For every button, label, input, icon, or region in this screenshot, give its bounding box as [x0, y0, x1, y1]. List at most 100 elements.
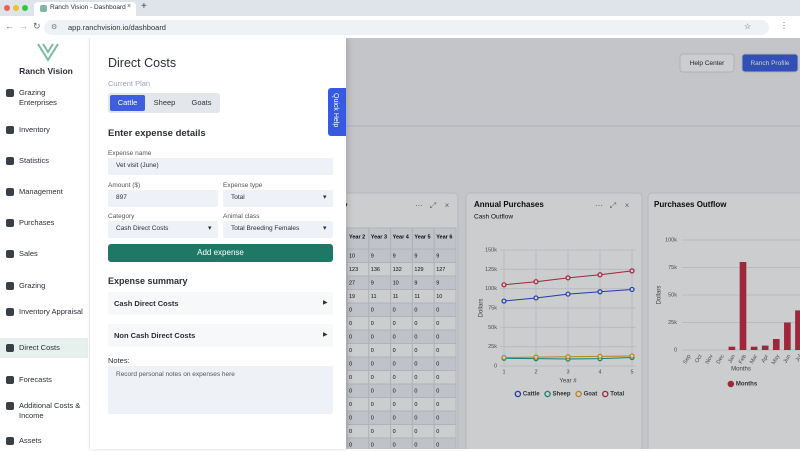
legend-item[interactable]: Total: [601, 390, 625, 398]
cell-value: 0: [371, 361, 374, 367]
nav-item[interactable]: Statistics: [0, 151, 88, 171]
data-point: [565, 354, 571, 360]
text-input[interactable]: Vet visit (June): [108, 158, 333, 175]
bar: [750, 346, 758, 350]
card-action[interactable]: ⋯: [415, 201, 423, 210]
card-action[interactable]: ⋯: [595, 201, 603, 210]
card-action[interactable]: ⤢: [429, 201, 436, 210]
nav-item[interactable]: Sales: [0, 244, 88, 264]
plan-option[interactable]: Sheep: [153, 98, 176, 107]
data-point: [629, 268, 635, 274]
cell-value: 9: [371, 253, 374, 259]
cell-value: 0: [393, 321, 396, 327]
nav-item[interactable]: Inventory: [0, 120, 88, 140]
legend-item[interactable]: Sheep: [544, 390, 571, 398]
cell-value: 19: [349, 294, 355, 300]
data-point: [597, 353, 603, 359]
nav-icon: [6, 157, 14, 165]
card-action[interactable]: ×: [625, 201, 630, 210]
bookmark-star[interactable]: ☆: [744, 22, 752, 31]
cell-value: 0: [414, 375, 417, 381]
bar: [784, 322, 791, 350]
card: [465, 192, 643, 449]
data-point: [501, 298, 507, 304]
new-tab[interactable]: +: [141, 1, 147, 12]
nav-item[interactable]: Additional Costs & Income: [0, 396, 88, 426]
legend-swatch: [575, 390, 582, 398]
legend-item[interactable]: Cattle: [514, 390, 540, 398]
drawer-title: Direct Costs: [108, 56, 177, 70]
legend-swatch: [544, 390, 551, 398]
card-action[interactable]: ×: [445, 201, 450, 210]
nav-item[interactable]: Management: [0, 182, 88, 202]
nav-icon: [6, 250, 14, 258]
select-chevron: ▾: [323, 225, 327, 232]
nav-item[interactable]: Grazing: [0, 276, 88, 296]
header-button[interactable]: [741, 53, 799, 73]
cell-value: 0: [436, 442, 439, 448]
legend-item[interactable]: Goat: [575, 390, 597, 398]
nav-label: Statistics: [19, 156, 50, 165]
tab-close[interactable]: ×: [127, 3, 132, 10]
data-point: [501, 282, 507, 288]
nav-item[interactable]: Forecasts: [0, 370, 88, 390]
nav-label: Forecasts: [19, 375, 52, 384]
header-button-label: Help Center: [690, 60, 726, 67]
notes-textarea[interactable]: Record personal notes on expenses here: [108, 366, 333, 414]
y-tick-label: 25k: [668, 320, 677, 326]
bar: [761, 345, 769, 350]
legend-item[interactable]: Months: [727, 380, 758, 388]
cell-value: 0: [393, 402, 396, 408]
y-tick-label: 50k: [488, 325, 497, 331]
y-tick-label: 125k: [485, 267, 497, 273]
data-point: [533, 354, 539, 360]
add-expense-button[interactable]: Add expense: [108, 244, 333, 262]
section-title: Enter expense details: [108, 128, 206, 139]
nav-icon: [6, 344, 14, 352]
tab[interactable]: Ranch Vision - Dashboard ×: [34, 2, 136, 16]
close-dot[interactable]: [4, 5, 10, 11]
plan-option[interactable]: Cattle: [110, 95, 145, 111]
reload-button[interactable]: ↻: [33, 21, 41, 31]
cell-value: 0: [436, 402, 439, 408]
nav-label: Management: [19, 187, 63, 196]
legend-label: Total: [610, 392, 624, 398]
select-input[interactable]: Total Breeding Females ▾: [223, 221, 333, 238]
header-button[interactable]: [679, 53, 735, 73]
plan-option[interactable]: Goats: [191, 98, 212, 107]
summary-accordion[interactable]: Cash Direct Costs ▶: [108, 292, 333, 315]
nav-item[interactable]: Assets: [0, 431, 88, 451]
x-tick-label: Mar: [749, 354, 759, 365]
y-tick-label: 0: [494, 363, 497, 369]
nav-item[interactable]: Purchases: [0, 213, 88, 233]
select-input[interactable]: Total ▾: [223, 190, 333, 207]
maximize-dot[interactable]: [22, 5, 28, 11]
menu-button[interactable]: ⋮: [780, 21, 788, 30]
cell-value: 0: [436, 361, 439, 367]
nav-item[interactable]: Direct Costs: [0, 338, 88, 358]
column-header: Year 6: [436, 234, 452, 240]
select-chevron: ▾: [208, 225, 212, 232]
minimize-dot[interactable]: [13, 5, 19, 11]
forward-button[interactable]: →: [19, 21, 28, 31]
cell-value: 0: [349, 375, 352, 381]
quick-help-tab[interactable]: Quick Help: [328, 88, 346, 136]
cell-value: 0: [371, 415, 374, 421]
nav-label: Direct Costs: [19, 343, 60, 352]
nav-item[interactable]: Inventory Appraisal: [0, 302, 88, 332]
accordion-label: Non Cash Direct Costs: [114, 331, 196, 340]
back-button[interactable]: ←: [5, 21, 14, 31]
cell-value: 0: [414, 402, 417, 408]
nav-item[interactable]: Grazing Enterprises: [0, 83, 88, 113]
summary-accordion[interactable]: Non Cash Direct Costs ▶: [108, 324, 333, 347]
cell-value: 0: [393, 307, 396, 313]
text-input[interactable]: 897: [108, 190, 218, 207]
x-tick-label: 3: [566, 369, 569, 375]
data-point: [629, 286, 635, 293]
card-action[interactable]: ⤢: [609, 201, 616, 210]
cell-value: 0: [393, 348, 396, 354]
nav-icon: [6, 402, 14, 410]
cell-value: 0: [349, 388, 352, 394]
select-input[interactable]: Cash Direct Costs ▾: [108, 221, 218, 238]
address-bar[interactable]: ⚙ app.ranchvision.io/dashboard ☆: [44, 20, 769, 35]
